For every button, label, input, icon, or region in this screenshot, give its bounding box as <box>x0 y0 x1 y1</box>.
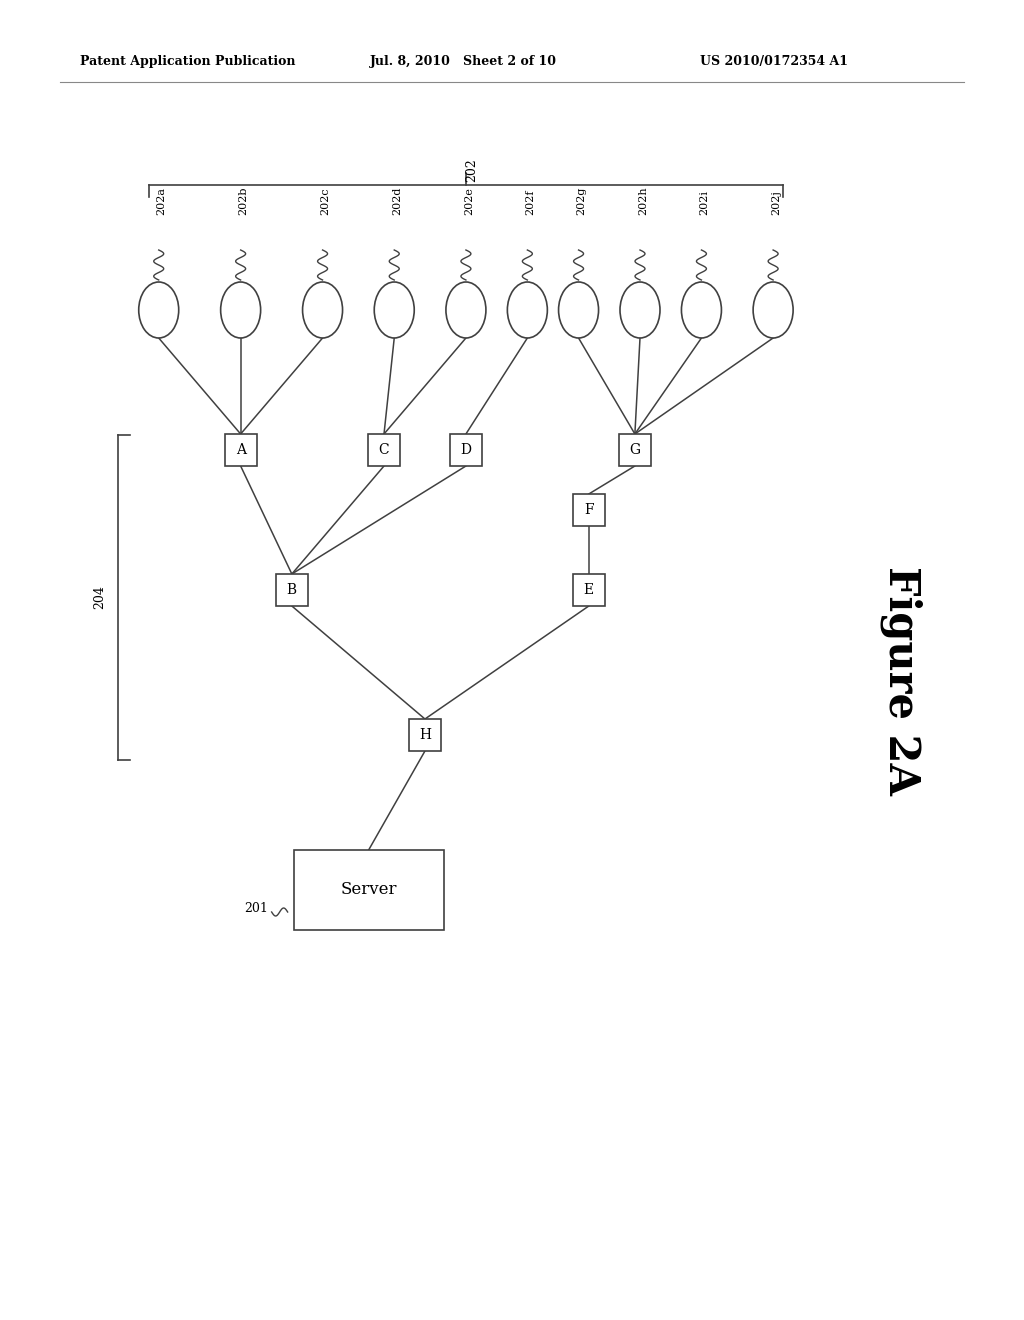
Text: D: D <box>461 444 471 457</box>
Ellipse shape <box>558 282 599 338</box>
FancyBboxPatch shape <box>224 434 257 466</box>
Text: Jul. 8, 2010   Sheet 2 of 10: Jul. 8, 2010 Sheet 2 of 10 <box>370 55 557 69</box>
Ellipse shape <box>374 282 415 338</box>
Ellipse shape <box>445 282 486 338</box>
Text: A: A <box>236 444 246 457</box>
FancyBboxPatch shape <box>275 574 308 606</box>
FancyBboxPatch shape <box>409 719 441 751</box>
Text: 202a: 202a <box>157 187 167 215</box>
Ellipse shape <box>220 282 261 338</box>
Text: H: H <box>419 729 431 742</box>
Ellipse shape <box>681 282 722 338</box>
Text: 202f: 202f <box>525 190 536 215</box>
Text: 202e: 202e <box>464 187 474 215</box>
Text: 202g: 202g <box>577 186 587 215</box>
Text: 202: 202 <box>466 158 478 182</box>
Text: 204: 204 <box>93 586 106 610</box>
Ellipse shape <box>507 282 548 338</box>
Text: 202d: 202d <box>392 186 402 215</box>
Text: 202b: 202b <box>239 186 249 215</box>
Text: E: E <box>584 583 594 597</box>
Text: B: B <box>287 583 297 597</box>
Ellipse shape <box>620 282 660 338</box>
FancyBboxPatch shape <box>368 434 400 466</box>
Text: G: G <box>630 444 640 457</box>
Ellipse shape <box>138 282 179 338</box>
Text: 202h: 202h <box>638 186 648 215</box>
Ellipse shape <box>302 282 343 338</box>
FancyBboxPatch shape <box>618 434 651 466</box>
Text: Server: Server <box>340 882 397 899</box>
Text: Patent Application Publication: Patent Application Publication <box>80 55 296 69</box>
FancyBboxPatch shape <box>450 434 482 466</box>
Text: C: C <box>379 444 389 457</box>
FancyBboxPatch shape <box>572 574 605 606</box>
Text: 202j: 202j <box>771 190 781 215</box>
FancyBboxPatch shape <box>294 850 443 931</box>
Text: 202c: 202c <box>321 187 331 215</box>
Text: F: F <box>584 503 594 517</box>
Text: 201: 201 <box>244 902 267 915</box>
Text: 202i: 202i <box>699 190 710 215</box>
FancyBboxPatch shape <box>572 494 605 525</box>
Text: US 2010/0172354 A1: US 2010/0172354 A1 <box>700 55 848 69</box>
Text: Figure 2A: Figure 2A <box>880 565 923 795</box>
Ellipse shape <box>753 282 794 338</box>
